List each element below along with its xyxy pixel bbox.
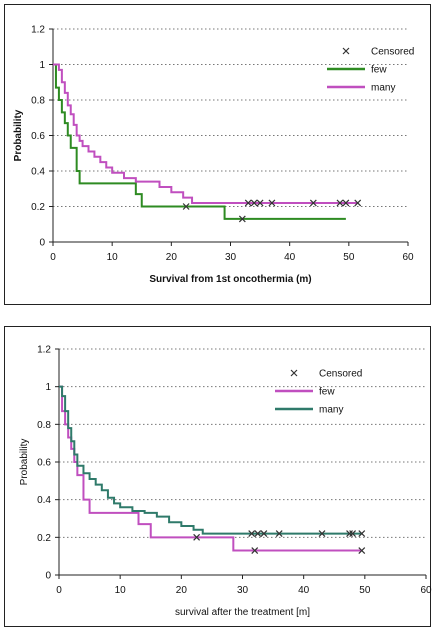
chart2-legend-censored-marker	[290, 369, 298, 377]
chart1-series-many-line	[53, 63, 358, 204]
chart2-ytick-label-6: 1.2	[37, 345, 51, 356]
chart1-xtick-label-2: 20	[166, 252, 178, 263]
chart2-series-many-censored-point-5	[346, 530, 353, 537]
chart1-series-many-censored-point-3	[268, 199, 276, 207]
chart2-series-few-censored-point-2	[358, 547, 366, 554]
chart1-series-many-censored-point-6	[342, 199, 350, 207]
chart2-series-few-censored-point-1	[251, 547, 259, 554]
chart1-series-many-censored-point-2	[256, 199, 264, 207]
chart2-ytick-label-0: 0	[45, 571, 51, 582]
chart1-legend-censored-label: Censored	[371, 47, 414, 58]
chart2-ytick-label-2: 0.4	[37, 495, 51, 506]
chart1-series-many-censored-point-0	[244, 199, 252, 207]
chart1-xtick-label-0: 0	[50, 252, 56, 263]
chart2-y-axis-label: Probability	[19, 439, 30, 486]
chart2-xtick-label-1: 10	[115, 585, 127, 596]
chart1-series-many-censored-point-4	[309, 199, 317, 207]
chart2-series-many-censored-point-2	[260, 530, 268, 537]
chart-panel-survival-after-treatment: 0 0.2 0.4 0.6 0.8 1 1.2 0 10 20 30 40 50 60 survival a…	[4, 326, 432, 627]
chart2-xtick-label-4: 40	[298, 585, 310, 596]
chart2-legend-many-label: many	[319, 405, 343, 416]
chart1-series-few-censored-point-1	[238, 215, 246, 223]
chart2-legend-censored-label: Censored	[319, 369, 362, 380]
chart1-ytick-label-6: 1.2	[31, 25, 45, 36]
chart1-xtick-label-3: 30	[225, 252, 237, 263]
chart2-series-many-line	[59, 385, 362, 535]
km-chart-1: 0 0.2 0.4 0.6 0.8 1 1.2 0 10 20 30 40 50 60 Survival f…	[13, 25, 414, 286]
chart1-xtick-label-5: 50	[343, 252, 355, 263]
chart1-xtick-label-4: 40	[284, 252, 296, 263]
chart1-legend-few-label: few	[371, 65, 387, 76]
chart1-legend-censored-marker	[342, 47, 350, 55]
chart2-series-many-censored-point-0	[248, 530, 256, 537]
chart2-xtick-label-0: 0	[56, 585, 62, 596]
chart1-series-few-censored-point-0	[182, 203, 190, 210]
chart1-legend-many-label: many	[371, 83, 395, 94]
chart2-xtick-label-3: 30	[237, 585, 249, 596]
chart2-series-many-censored-point-6	[349, 530, 357, 537]
chart2-ytick-label-5: 1	[45, 382, 51, 393]
km-chart-2: 0 0.2 0.4 0.6 0.8 1 1.2 0 10 20 30 40 50 60 survival a…	[19, 345, 432, 619]
chart2-series-few-line	[59, 385, 362, 552]
chart-panel-survival-from-oncothermia: 0 0.2 0.4 0.6 0.8 1 1.2 0 10 20 30 40 50 60 Survival f…	[4, 4, 431, 305]
chart2-x-axis-label: survival after the treatment [m]	[175, 607, 310, 618]
chart2-series-many-censored-point-7	[358, 530, 366, 537]
chart2-series-few-censored-point-0	[193, 533, 201, 541]
chart1-series-many-censored-point-1	[250, 199, 258, 207]
chart2-ytick-label-4: 0.8	[37, 420, 51, 431]
chart1-ytick-label-0: 0	[39, 238, 45, 249]
chart2-ytick-label-1: 0.2	[37, 533, 51, 544]
chart1-ytick-label-1: 0.2	[31, 202, 45, 213]
chart1-ytick-label-4: 0.8	[31, 96, 45, 107]
chart2-series-many-censored-point-1	[254, 530, 262, 537]
chart1-series-many-censored-point-7	[354, 199, 362, 207]
chart1-x-axis-label: Survival from 1st oncothermia (m)	[149, 274, 311, 285]
chart1-ytick-label-5: 1	[39, 60, 45, 71]
chart1-series-many-censored-point-5	[336, 199, 344, 207]
chart2-ytick-label-3: 0.6	[37, 458, 51, 469]
chart1-xtick-label-6: 60	[402, 252, 414, 263]
chart2-xtick-label-5: 50	[359, 585, 371, 596]
chart1-xtick-label-1: 10	[107, 252, 119, 263]
chart1-series-few-line	[53, 63, 346, 220]
chart1-ytick-label-2: 0.4	[31, 167, 45, 178]
chart1-ytick-label-3: 0.6	[31, 131, 45, 142]
chart1-y-axis-label: Probability	[13, 109, 24, 161]
chart2-xtick-label-2: 20	[176, 585, 188, 596]
chart2-legend-few-label: few	[319, 387, 335, 398]
chart2-xtick-label-6: 60	[420, 585, 432, 596]
chart2-series-many-censored-point-3	[275, 530, 283, 537]
chart2-series-many-censored-point-4	[318, 530, 326, 537]
